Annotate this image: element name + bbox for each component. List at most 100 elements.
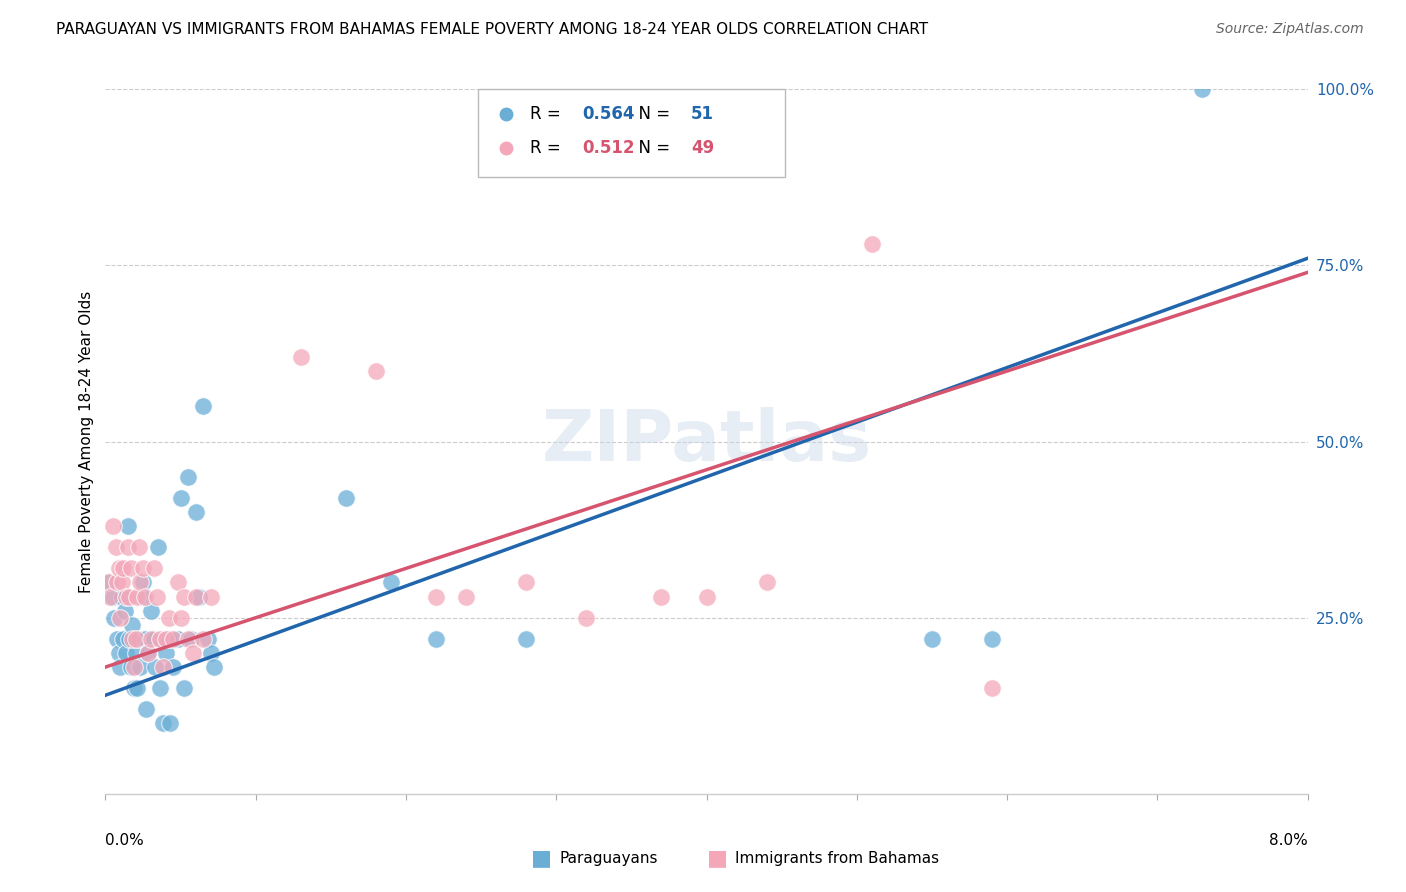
Point [191,399,214,413]
Point [125,681,148,696]
Point [101,519,124,533]
Text: 49: 49 [690,138,714,157]
Point [152,660,174,674]
Text: ■: ■ [531,848,551,868]
Point [118,632,141,646]
Point [162,632,184,646]
Point [139,604,162,618]
Point [118,590,141,604]
Point [169,610,191,624]
Point [981,681,1004,696]
Point [380,575,402,590]
Point [169,491,191,505]
Point [143,660,166,674]
Point [142,632,165,646]
Point [148,681,170,696]
Point [132,561,155,575]
Point [98,590,121,604]
Point [202,660,225,674]
Point [696,590,718,604]
Point [755,575,778,590]
Point [200,590,222,604]
Text: ZIPatlas: ZIPatlas [541,407,872,476]
Point [146,540,169,554]
Point [120,660,142,674]
Point [136,646,159,660]
Point [104,540,127,554]
Text: 51: 51 [690,105,714,123]
Point [981,632,1004,646]
Point [155,646,177,660]
Point [111,590,134,604]
Point [128,540,150,554]
Point [155,632,177,646]
Text: R =: R = [530,138,565,157]
Point [110,610,132,624]
Point [107,632,129,646]
Point [112,632,135,646]
Point [152,716,174,731]
Point [117,519,139,533]
Point [129,660,152,674]
Text: 8.0%: 8.0% [1268,832,1308,847]
Point [122,681,145,696]
Point [98,575,121,590]
Point [122,660,145,674]
Point [157,610,180,624]
Point [364,364,387,378]
Point [184,505,207,519]
Point [181,646,204,660]
Point [177,632,200,646]
Point [121,632,143,646]
Text: 0.564: 0.564 [582,105,636,123]
Text: Source: ZipAtlas.com: Source: ZipAtlas.com [1216,22,1364,37]
Text: R =: R = [530,105,565,123]
Point [515,632,537,646]
Point [191,632,214,646]
Point [135,702,157,716]
Text: N =: N = [628,138,676,157]
Point [173,681,195,696]
Point [129,575,152,590]
Point [136,646,159,660]
Point [97,575,120,590]
Point [1191,82,1213,96]
Point [159,716,181,731]
Point [134,632,156,646]
Point [112,561,135,575]
Point [148,632,170,646]
Point [108,646,131,660]
Point [124,632,146,646]
Text: Paraguayans: Paraguayans [560,851,658,865]
Text: ■: ■ [707,848,727,868]
Point [114,604,136,618]
Point [177,469,200,483]
Point [107,575,129,590]
Text: 0.0%: 0.0% [105,832,145,847]
Point [425,590,447,604]
Point [101,590,124,604]
Point [166,575,188,590]
Point [454,590,477,604]
Point [860,237,883,252]
Point [120,561,142,575]
Point [139,632,162,646]
Point [290,350,312,364]
Point [110,660,132,674]
Point [200,646,222,660]
Point [111,575,134,590]
Point [115,590,138,604]
Point [575,610,598,624]
Point [184,590,207,604]
Point [921,632,943,646]
Point [157,632,180,646]
Text: 0.512: 0.512 [582,138,636,157]
Point [197,632,219,646]
Point [650,590,672,604]
Point [425,632,447,646]
Point [142,561,165,575]
Point [128,632,150,646]
Point [515,575,537,590]
Point [132,575,155,590]
Point [115,646,138,660]
